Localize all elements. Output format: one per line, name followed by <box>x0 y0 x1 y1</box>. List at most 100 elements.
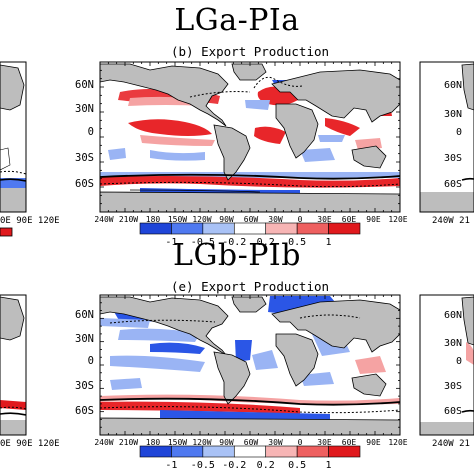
colorbar-segment <box>296 222 329 235</box>
colorbar-segment <box>296 445 329 458</box>
left-partial-lon-label: 0E 90E 120E <box>0 216 60 226</box>
colorbar-segment <box>328 445 361 458</box>
colorbar-segment <box>328 222 361 235</box>
lat-label: 30S <box>75 152 94 164</box>
left-partial-lon-label-bottom: 0E 90E 120E <box>0 439 60 449</box>
lon-label: 150W <box>168 215 187 224</box>
lon-label: 150W <box>168 438 187 447</box>
colorbar-tick-label: 1 <box>326 237 332 248</box>
lat-label: 0 <box>88 126 94 138</box>
bottom-main-map <box>100 295 400 435</box>
lon-label: 30W <box>268 438 283 447</box>
colorbar-tick-label: 1 <box>326 460 332 471</box>
lon-label: 60W <box>244 215 259 224</box>
svg-text:30S: 30S <box>444 381 462 392</box>
lon-label: 120W <box>192 215 211 224</box>
colorbar-tick-label: -0.2 <box>222 460 246 471</box>
lon-label: 30E <box>317 215 332 224</box>
top-colorbar: -1 -0.5 -0.2 0.2 0.5 1 <box>139 222 361 248</box>
top-panel-title: LGa-PIa <box>174 3 300 38</box>
lon-label: 30W <box>268 215 283 224</box>
colorbar-segment <box>139 222 172 235</box>
left-partial-map-top <box>0 62 26 212</box>
right-partial-map-top <box>420 62 474 212</box>
colorbar-tick-label: 0.5 <box>288 237 306 248</box>
bottom-panel-title: LGb-PIb <box>173 238 301 273</box>
svg-text:0: 0 <box>456 127 462 138</box>
bottom-lon-labels: 240W 210W 180 150W 120W 90W 60W 30W 0 30E 60E 90E 12… <box>94 438 407 447</box>
lat-label: 0 <box>88 355 94 367</box>
top-map-subtitle: (b) Export Production <box>170 44 330 59</box>
lon-label: 90W <box>219 215 234 224</box>
colorbar-segment <box>265 222 298 235</box>
top-land <box>100 63 400 212</box>
svg-text:60N: 60N <box>444 80 462 91</box>
lon-label: 60W <box>244 438 259 447</box>
lat-label: 30N <box>75 103 94 115</box>
top-lat-labels: 60N 30N 0 30S 60S <box>75 79 94 190</box>
colorbar-segment <box>202 445 235 458</box>
bottom-land <box>100 296 400 435</box>
lat-label: 30N <box>75 333 94 345</box>
lon-label: 210W <box>119 215 138 224</box>
colorbar-segment <box>202 222 235 235</box>
top-main-map <box>100 62 400 212</box>
lon-label: 240W <box>94 438 113 447</box>
bottom-lat-labels: 60N 30N 0 30S 60S <box>75 309 94 417</box>
svg-text:60S: 60S <box>444 406 462 417</box>
top-lon-labels: 240W 210W 180 150W 120W 90W 60W 30W 0 30E 60E 90E 12… <box>94 215 407 224</box>
colorbar-segment <box>171 222 204 235</box>
right-partial-lon-label: 240W 21 <box>432 216 470 226</box>
colorbar-segment <box>233 222 267 235</box>
lat-label: 60S <box>75 178 94 190</box>
colorbar-tick-label: 0.2 <box>257 460 275 471</box>
svg-text:30N: 30N <box>444 109 462 120</box>
right-partial-map-bottom <box>420 295 474 435</box>
lon-label: 90E <box>366 215 381 224</box>
top-map-ticks <box>99 61 401 213</box>
bottom-map-subtitle: (e) Export Production <box>170 279 330 294</box>
lon-label: 0 <box>298 215 303 224</box>
svg-text:30N: 30N <box>444 338 462 349</box>
bottom-colorbar: -1 -0.5 -0.2 0.2 0.5 1 <box>139 445 361 471</box>
svg-text:0: 0 <box>456 356 462 367</box>
colorbar-segment <box>171 445 204 458</box>
lon-label: 60E <box>342 438 357 447</box>
colorbar-tick-label: -1 <box>165 237 177 248</box>
top-contours <box>100 76 400 193</box>
right-partial-lon-label-bottom: 240W 21 <box>432 439 470 449</box>
lon-label: 120E <box>388 438 407 447</box>
bottom-map-ticks <box>99 294 401 436</box>
lon-label: 120W <box>192 438 211 447</box>
lon-label: 0 <box>298 438 303 447</box>
lon-label: 240W <box>94 215 113 224</box>
lat-label: 60N <box>75 309 94 321</box>
colorbar-tick-label: -0.5 <box>191 237 215 248</box>
lat-label: 60S <box>75 405 94 417</box>
colorbar-tick-label: -0.5 <box>191 460 215 471</box>
colorbar-segment <box>139 445 172 458</box>
svg-text:60N: 60N <box>444 310 462 321</box>
lat-label: 60N <box>75 79 94 91</box>
lon-label: 180 <box>146 215 161 224</box>
svg-text:60S: 60S <box>444 179 462 190</box>
lon-label: 120E <box>388 215 407 224</box>
colorbar-segment <box>265 445 298 458</box>
lon-label: 60E <box>342 215 357 224</box>
svg-text:30S: 30S <box>444 153 462 164</box>
lon-label: 90E <box>366 438 381 447</box>
left-partial-colorbar <box>0 227 13 237</box>
colorbar-tick-label: 0.2 <box>257 237 275 248</box>
right-partial-lat-labels-top: 60N 30N 0 30S 60S <box>444 80 462 190</box>
lat-label: 30S <box>75 380 94 392</box>
lon-label: 30E <box>317 438 332 447</box>
colorbar-tick-label: -1 <box>165 460 177 471</box>
right-partial-lat-labels-bottom: 60N 30N 0 30S 60S <box>444 310 462 417</box>
lon-label: 180 <box>146 438 161 447</box>
colorbar-tick-label: 0.5 <box>288 460 306 471</box>
colorbar-segment <box>233 445 267 458</box>
colorbar-tick-label: -0.2 <box>222 237 246 248</box>
lon-label: 90W <box>219 438 234 447</box>
left-partial-map-bottom <box>0 295 26 435</box>
